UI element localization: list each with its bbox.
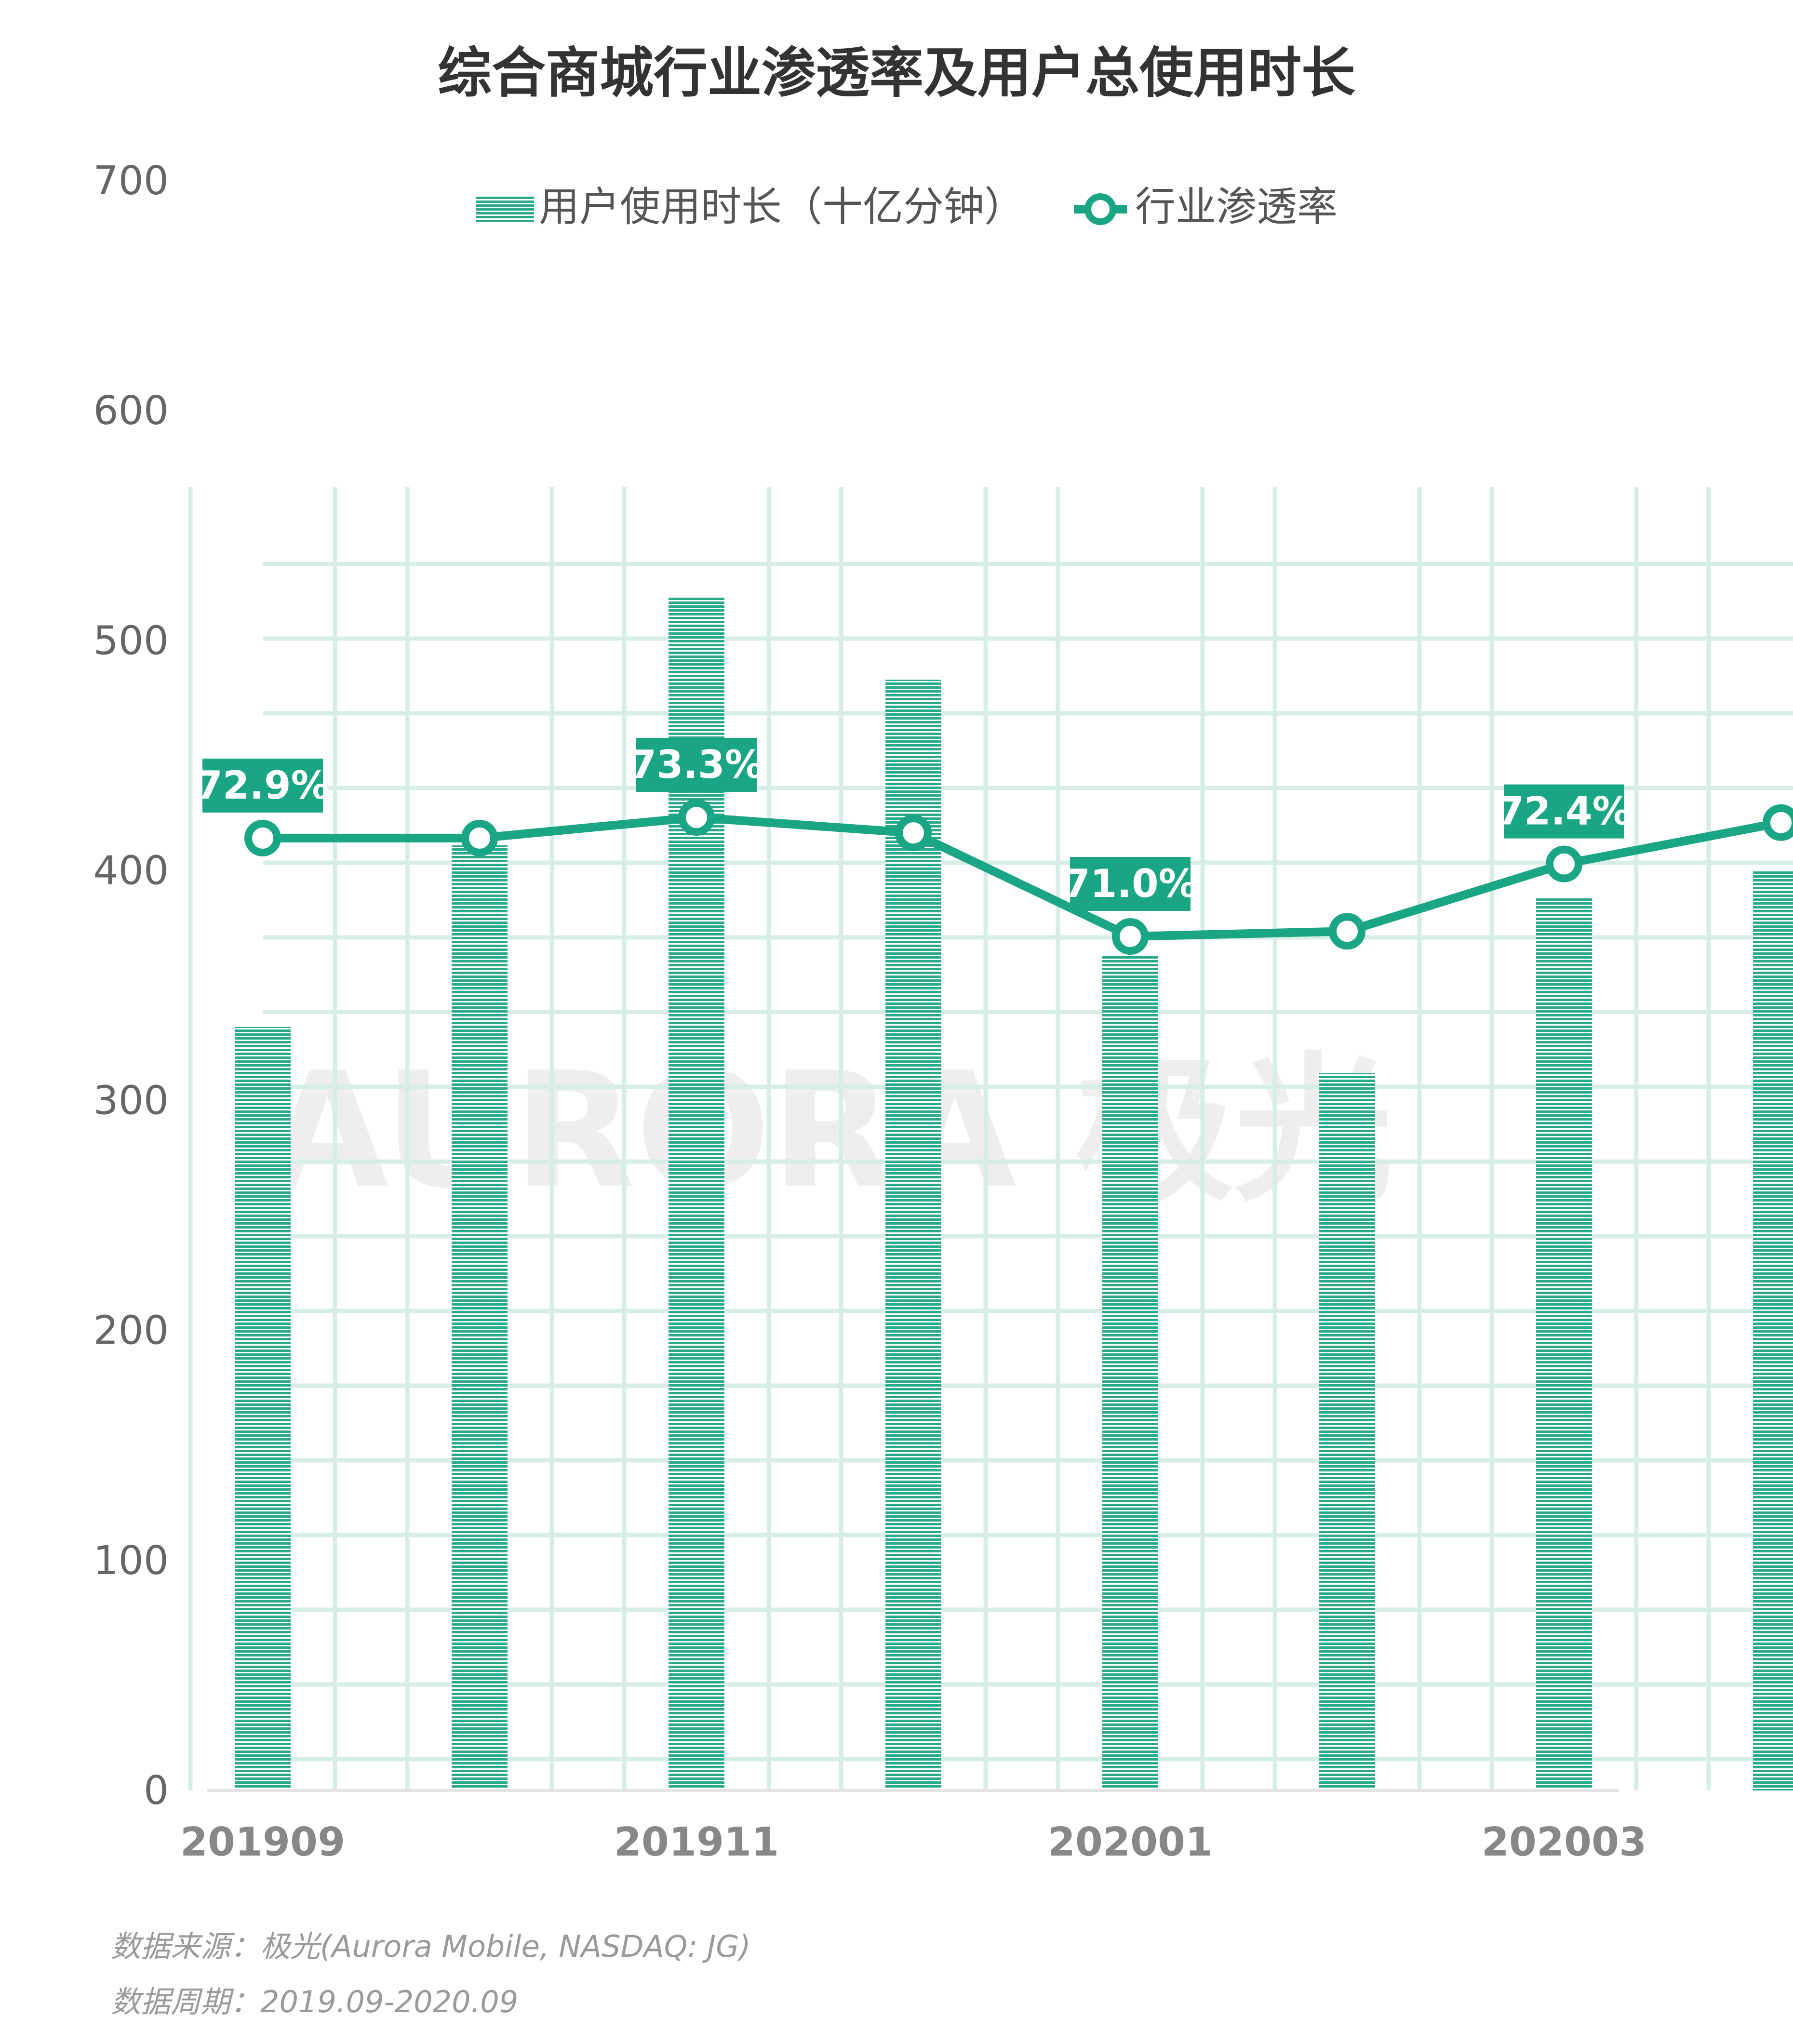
- legend: 用户使用时长（十亿分钟） 行业渗透率: [476, 183, 1338, 230]
- x-tick-label: 202003: [1482, 1819, 1646, 1865]
- penetration-line: [244, 799, 1793, 955]
- bar-201911: [669, 597, 724, 1791]
- footer-source: 数据来源：极光(Aurora Mobile, NASDAQ: JG): [111, 1929, 751, 1964]
- legend-bar-swatch: [476, 195, 534, 223]
- line-point-201909: [244, 819, 281, 856]
- bar-201910: [452, 845, 508, 1790]
- bar-202004: [1753, 870, 1793, 1790]
- data-label-201911: 73.3%: [629, 742, 763, 787]
- data-label-201909: 72.9%: [196, 763, 330, 808]
- chart-title: 综合商城行业渗透率及用户总使用时长: [438, 42, 1355, 105]
- x-ticks: 2019092019112020012020032020052020072020…: [180, 1819, 1646, 1865]
- y-tick-label: 200: [93, 1308, 169, 1354]
- y-tick-label: 0: [144, 1768, 169, 1814]
- bars: [235, 597, 1793, 1791]
- y-tick-label: 400: [93, 848, 169, 894]
- data-label-202003: 72.4%: [1497, 789, 1631, 834]
- line-point-202002: [1329, 913, 1365, 950]
- bar-201909: [235, 1027, 291, 1790]
- line-point-202001: [1112, 918, 1149, 955]
- data-labels: 72.9%73.3%71.0%72.4%76.0%75.1%77.2%: [196, 737, 1631, 911]
- footer-period: 数据周期：2019.09-2020.09: [111, 1984, 518, 2019]
- y-tick-label: 500: [93, 618, 169, 664]
- x-tick-label: 201911: [614, 1819, 779, 1865]
- y-tick-label: 100: [93, 1538, 169, 1584]
- watermark: AURORA 极光: [266, 1038, 1393, 1223]
- x-tick-label: 201909: [180, 1819, 345, 1865]
- line-point-201910: [461, 819, 498, 856]
- data-label-202001: 71.0%: [1063, 861, 1197, 906]
- data-label-box-202003: [1504, 784, 1624, 839]
- bar-202002: [1319, 1073, 1375, 1790]
- legend-line-marker: [1084, 193, 1116, 225]
- y-tick-label: 300: [93, 1078, 169, 1124]
- bar-201912: [885, 680, 941, 1791]
- bar-202001: [1102, 955, 1158, 1790]
- legend-bar-label: 用户使用时长（十亿分钟）: [539, 183, 1025, 230]
- x-tick-label: 202001: [1048, 1819, 1213, 1865]
- line-point-201911: [678, 799, 715, 836]
- y-ticks: 0 100 200 300 400 500 600 700: [93, 158, 169, 1814]
- line-point-202004: [1763, 804, 1793, 841]
- bar-202003: [1536, 898, 1592, 1790]
- line-point-202003: [1546, 845, 1582, 882]
- data-label-box-201909: [202, 758, 323, 813]
- data-label-box-202001: [1070, 856, 1191, 911]
- y-tick-label: 700: [93, 158, 169, 204]
- line-point-201912: [895, 815, 932, 852]
- data-label-box-201911: [636, 737, 757, 792]
- legend-line-label: 行业渗透率: [1135, 183, 1338, 230]
- y-tick-label: 600: [93, 388, 169, 434]
